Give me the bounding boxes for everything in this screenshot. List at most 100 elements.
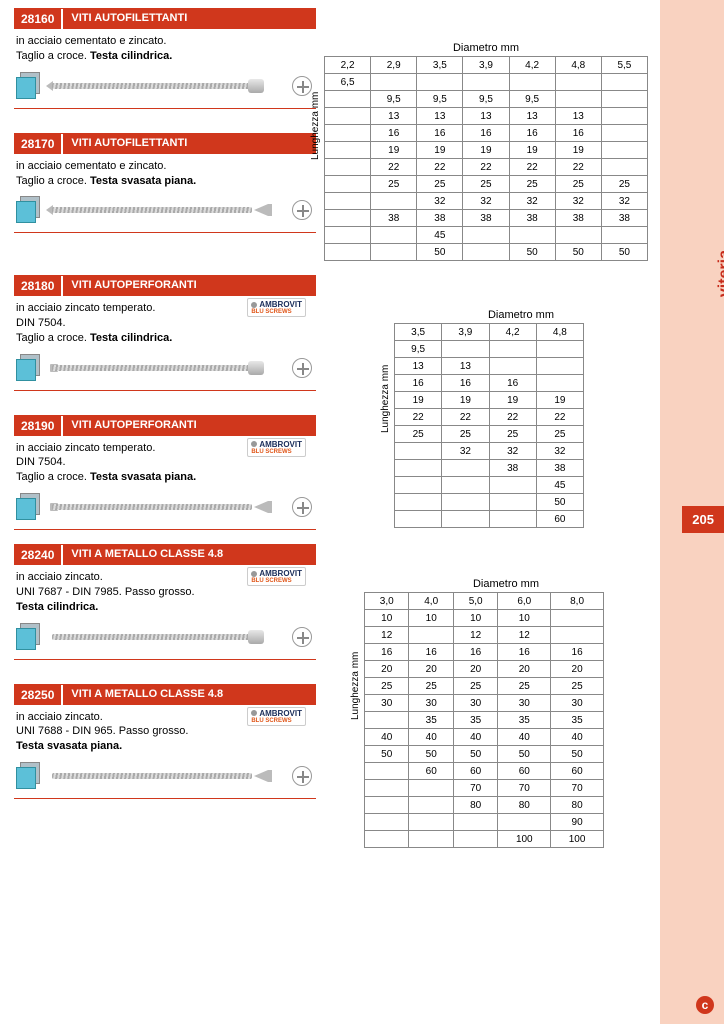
table-cell: 40 <box>365 729 409 746</box>
table-cell: 30 <box>551 695 604 712</box>
col-header: 4,2 <box>489 324 536 341</box>
table-cell: 16 <box>371 125 417 142</box>
table-cell <box>551 627 604 644</box>
page: 28160VITI AUTOFILETTANTI in acciaio cemen… <box>0 0 724 1024</box>
product-title: VITI A METALLO CLASSE 4.8 <box>63 685 316 705</box>
table-cell <box>442 494 489 511</box>
table-row: 1313 <box>395 358 584 375</box>
table-row: 323232 <box>395 443 584 460</box>
table-cell <box>409 831 453 848</box>
table-header-row: 3,53,94,24,8 <box>395 324 584 341</box>
table-cell: 50 <box>536 494 583 511</box>
table-cell: 12 <box>498 627 551 644</box>
table-cell: 19 <box>555 142 601 159</box>
table-cell: 32 <box>442 443 489 460</box>
product-image-row <box>14 190 316 226</box>
table-row: 161616 <box>395 375 584 392</box>
brand-badge: AMBROVITBLU SCREWS <box>247 707 306 726</box>
screw-head-icon <box>248 630 264 644</box>
table-cell: 100 <box>551 831 604 848</box>
package-icon <box>16 196 44 224</box>
table-cell: 35 <box>409 712 453 729</box>
product-block: 28190VITI AUTOPERFORANTIAMBROVITBLU SCRE… <box>14 415 316 531</box>
table-cell: 20 <box>498 661 551 678</box>
table-cell: 32 <box>463 193 509 210</box>
table-cell: 50 <box>417 244 463 261</box>
col-header: 5,0 <box>453 593 497 610</box>
table-cell: 22 <box>536 409 583 426</box>
table-cell <box>489 477 536 494</box>
table-cell: 25 <box>551 678 604 695</box>
col-header: 4,0 <box>409 593 453 610</box>
table-row: 707070 <box>365 780 604 797</box>
diameter-title: Diametro mm <box>364 578 648 592</box>
product-block: 28240VITI A METALLO CLASSE 4.8AMBROVITBL… <box>14 544 316 660</box>
package-icon <box>16 623 44 651</box>
table-row: 121212 <box>365 627 604 644</box>
desc-line: Taglio a croce. Testa svasata piana. <box>16 174 314 189</box>
brand-badge: AMBROVITBLU SCREWS <box>247 567 306 586</box>
table-cell: 19 <box>395 392 442 409</box>
product-header: 28160VITI AUTOFILETTANTI <box>14 9 316 29</box>
desc-line: Taglio a croce. Testa cilindrica. <box>16 49 314 64</box>
col-header: 4,2 <box>509 57 555 74</box>
table-row: 1616161616 <box>325 125 648 142</box>
table-cell: 10 <box>365 610 409 627</box>
product-code: 28170 <box>14 134 61 154</box>
product-block: 28250VITI A METALLO CLASSE 4.8 AMBROVITBL… <box>14 684 316 800</box>
table-cell <box>463 227 509 244</box>
desc-line: UNI 7687 - DIN 7985. Passo grosso. <box>16 585 314 600</box>
table-cell: 40 <box>409 729 453 746</box>
table-cell: 30 <box>453 695 497 712</box>
table-cell <box>325 227 371 244</box>
table-row: 2222222222 <box>325 159 648 176</box>
table-cell <box>365 712 409 729</box>
table-cell: 16 <box>395 375 442 392</box>
product-image-row <box>14 66 316 102</box>
table-cell: 50 <box>509 244 555 261</box>
table-cell: 9,5 <box>371 91 417 108</box>
table-cell <box>555 74 601 91</box>
table-cell: 60 <box>551 763 604 780</box>
table-row: 35353535 <box>365 712 604 729</box>
table-row: 100100 <box>365 831 604 848</box>
table-cell: 6,5 <box>325 74 371 91</box>
table-cell: 19 <box>489 392 536 409</box>
table-cell: 22 <box>395 409 442 426</box>
product-header: 28250VITI A METALLO CLASSE 4.8 <box>14 685 316 705</box>
table-cell: 13 <box>442 358 489 375</box>
table-row: 5050505050 <box>365 746 604 763</box>
table-cell <box>601 227 647 244</box>
table-wrap-3: Lunghezza mm Diametro mm 3,04,05,06,08,0… <box>324 544 648 848</box>
table-cell: 13 <box>509 108 555 125</box>
product-code: 28190 <box>14 416 61 436</box>
table-cell: 50 <box>365 746 409 763</box>
table-cell: 80 <box>453 797 497 814</box>
table-cell: 25 <box>536 426 583 443</box>
products-col-3: 28240VITI A METALLO CLASSE 4.8AMBROVITBL… <box>14 544 324 848</box>
table-cell: 10 <box>453 610 497 627</box>
col-header: 8,0 <box>551 593 604 610</box>
table-cell: 9,5 <box>509 91 555 108</box>
table-row: 383838383838 <box>325 210 648 227</box>
table-row: 3030303030 <box>365 695 604 712</box>
package-icon <box>16 72 44 100</box>
desc-line: in acciaio cementato e zincato. <box>16 159 314 174</box>
table-cell: 13 <box>555 108 601 125</box>
table-cell: 16 <box>442 375 489 392</box>
table-cell: 25 <box>489 426 536 443</box>
table-cell: 16 <box>509 125 555 142</box>
table-cell: 50 <box>555 244 601 261</box>
table-row: 3232323232 <box>325 193 648 210</box>
product-block: 28160VITI AUTOFILETTANTIin acciaio cemen… <box>14 8 316 109</box>
table-cell: 32 <box>536 443 583 460</box>
table-cell: 38 <box>463 210 509 227</box>
screw-head-icon <box>248 79 264 93</box>
table-cell: 19 <box>536 392 583 409</box>
table-cell <box>365 797 409 814</box>
table-cell: 16 <box>453 644 497 661</box>
table-cell: 25 <box>498 678 551 695</box>
table-cell: 25 <box>509 176 555 193</box>
table-cell: 32 <box>601 193 647 210</box>
table-cell: 38 <box>536 460 583 477</box>
